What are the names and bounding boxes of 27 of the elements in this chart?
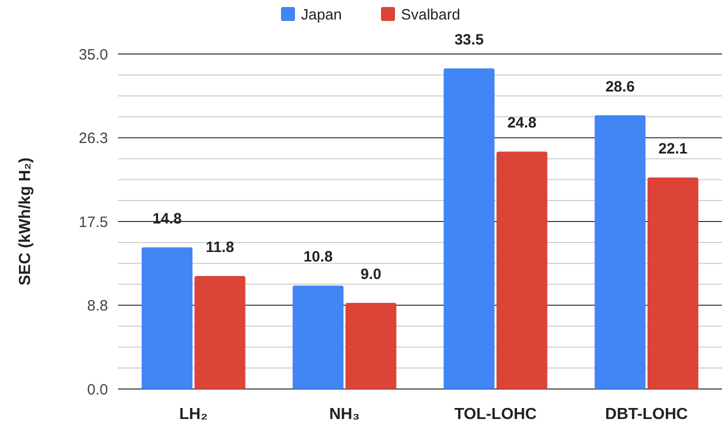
x-tick-label: DBT-LOHC <box>605 406 688 423</box>
y-axis-title: SEC (kWh/kg H₂) <box>17 158 34 286</box>
x-tick-label: TOL-LOHC <box>454 406 538 423</box>
bar <box>194 276 246 389</box>
bar <box>594 115 646 389</box>
y-tick-label: 17.5 <box>78 214 108 231</box>
data-label: 28.6 <box>605 78 635 96</box>
bar <box>142 247 192 389</box>
y-tick-label: 0.0 <box>87 381 108 398</box>
y-tick-label: 8.8 <box>87 298 108 314</box>
data-label: 9.0 <box>360 266 382 283</box>
data-label: 24.8 <box>507 114 537 132</box>
bar <box>648 177 698 389</box>
bar <box>496 152 548 389</box>
data-label: 33.5 <box>454 31 484 48</box>
bar <box>292 286 344 389</box>
x-tick-label: LH₂ <box>179 406 208 423</box>
data-label: 22.1 <box>658 140 688 158</box>
legend-label: Japan <box>301 6 342 24</box>
bar <box>444 68 494 389</box>
x-tick-label: NH₃ <box>329 406 360 423</box>
y-tick-label: 35.0 <box>78 46 108 64</box>
bar <box>346 302 396 389</box>
y-tick-label: 26.3 <box>78 130 108 147</box>
data-label: 11.8 <box>206 239 234 256</box>
legend-label: Svalbard <box>401 6 460 24</box>
data-label: 10.8 <box>303 248 333 266</box>
